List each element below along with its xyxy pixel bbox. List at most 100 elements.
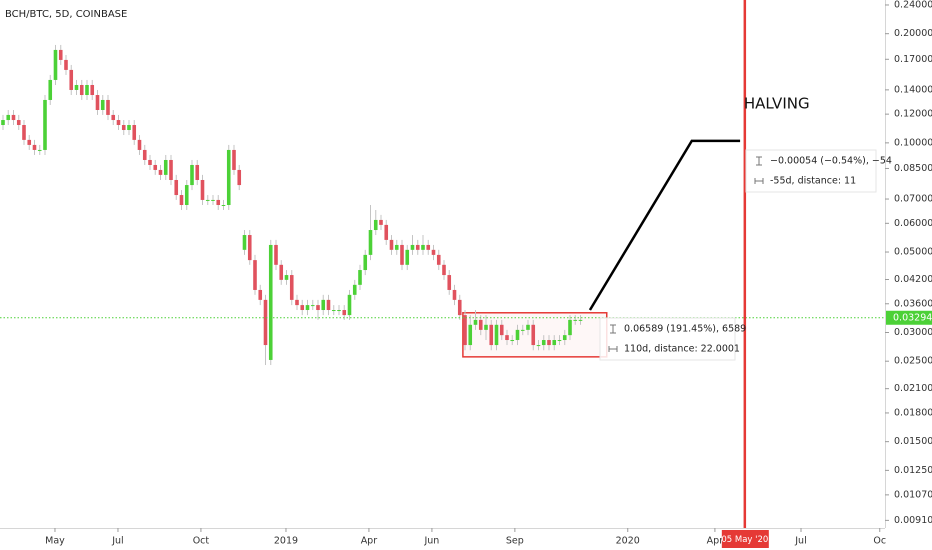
candle-body	[400, 244, 404, 265]
candle-body	[484, 324, 488, 330]
candle-body	[557, 340, 562, 342]
candle-body	[447, 275, 452, 290]
candle-body	[169, 159, 173, 180]
measure-box	[745, 149, 877, 193]
candle-body	[478, 319, 483, 330]
x-tick-label: Jun	[423, 536, 439, 547]
candle-body	[494, 324, 499, 346]
candle-body	[463, 315, 467, 346]
candle-body	[510, 340, 515, 342]
candle-body	[274, 244, 278, 265]
candle-body	[263, 299, 268, 346]
y-tick-label: 0.05000	[894, 247, 932, 258]
candle-body	[174, 179, 179, 196]
measure-text: 110d, distance: 22.0001	[624, 344, 740, 355]
y-tick-label: 0.17000	[894, 54, 932, 65]
candle-body	[221, 204, 226, 206]
candle-body	[321, 299, 326, 311]
candle-body	[132, 125, 137, 140]
candle-body	[200, 179, 205, 200]
candle-body	[121, 125, 126, 131]
candle-body	[95, 95, 100, 111]
candle-body	[384, 224, 389, 240]
candle-body	[247, 235, 252, 261]
halving-text: HALVING	[744, 95, 810, 113]
x-tick-label: May	[45, 536, 65, 547]
candle-body	[289, 275, 294, 300]
candle-body	[190, 164, 194, 186]
candle-body	[279, 264, 284, 280]
candle-body	[421, 244, 425, 250]
candle-body	[32, 144, 37, 150]
y-tick-label: 0.14000	[894, 84, 932, 95]
candle-body	[1, 120, 5, 126]
candle-body	[358, 270, 362, 285]
candle-body	[74, 84, 79, 90]
candle-body	[405, 249, 410, 265]
y-tick-label: 0.07000	[894, 194, 932, 205]
candle-body	[58, 49, 63, 60]
y-tick-label: 0.02100	[894, 383, 932, 394]
candle-body	[520, 329, 525, 331]
candle-body	[16, 120, 21, 126]
candle-body	[452, 289, 457, 300]
candle-body	[489, 324, 494, 346]
candle-body	[69, 69, 74, 90]
candle-body	[64, 59, 68, 70]
candle-body	[158, 169, 163, 175]
candle-body	[163, 159, 168, 175]
candle-body	[184, 185, 189, 205]
candle-body	[148, 159, 152, 165]
candle-body	[305, 305, 310, 311]
measure-icon	[756, 156, 762, 166]
candle-body	[153, 164, 158, 170]
y-tick-label: 0.10000	[894, 137, 932, 148]
x-tick-label: 2020	[616, 536, 640, 547]
y-tick-label: 0.01070	[894, 489, 932, 500]
candle-body	[394, 244, 399, 250]
last-price-label: 0.03294	[893, 312, 932, 323]
candle-body	[6, 114, 11, 121]
candle-body	[526, 324, 530, 330]
candle-body	[268, 244, 273, 360]
candle-body	[368, 230, 373, 255]
measure-icon	[610, 324, 616, 334]
candle-body	[27, 139, 32, 145]
x-tick-label: Jul	[111, 536, 123, 547]
candle-body	[389, 239, 394, 250]
candle-body	[22, 125, 26, 140]
candle-body	[468, 324, 473, 346]
candle-body	[310, 305, 315, 307]
measure-text: 0.06589 (191.45%), 6589	[624, 324, 746, 335]
y-tick-label: 0.02500	[894, 356, 932, 367]
y-tick-label: 0.00910	[894, 515, 932, 526]
candle-body	[205, 199, 210, 201]
candle-body	[363, 254, 368, 271]
y-tick-label: 0.24000	[894, 0, 932, 10]
candle-body	[410, 244, 415, 250]
candle-body	[142, 149, 147, 160]
candle-body	[373, 219, 378, 231]
x-tick-label: Oct	[193, 536, 210, 547]
candle-body	[137, 139, 142, 150]
y-tick-label: 0.03600	[894, 298, 932, 309]
candle-body	[541, 340, 546, 346]
y-tick-label: 0.01800	[894, 407, 932, 418]
candle-body	[568, 319, 572, 336]
candle-body	[258, 289, 263, 300]
candle-body	[531, 324, 536, 346]
halving-date-box	[721, 530, 769, 548]
candle-body	[11, 114, 16, 121]
y-tick-label: 0.04200	[894, 274, 932, 285]
x-tick-label: 2019	[274, 536, 298, 547]
candle-body	[547, 340, 551, 346]
candle-body	[316, 305, 320, 311]
measure-icon	[608, 346, 618, 352]
candle-body	[195, 164, 200, 180]
measure-text: -55d, distance: 11	[770, 176, 856, 187]
candle-body	[562, 335, 567, 341]
candle-body	[505, 335, 509, 341]
candle-body	[226, 149, 231, 205]
